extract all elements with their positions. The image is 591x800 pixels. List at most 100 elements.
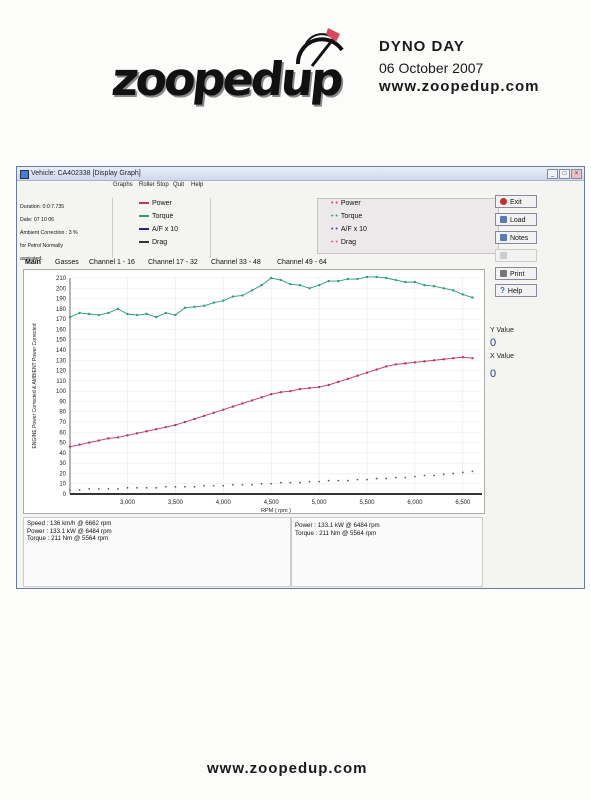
legend-scrollbar[interactable] — [112, 198, 119, 258]
y-tick-label: 140 — [56, 348, 67, 354]
tab-channel-1-16[interactable]: Channel 1 - 16 — [89, 259, 135, 266]
stat-speed: Speed : 136 km/h @ 6662 rpm — [27, 520, 112, 527]
series-torque-point — [78, 311, 81, 315]
menu-roller-stop[interactable]: Roller Stop — [139, 182, 169, 188]
tab-channel-33-48[interactable]: Channel 33 - 48 — [211, 259, 261, 266]
y-tick-label: 110 — [56, 379, 66, 385]
x-tick-label: 4,500 — [264, 500, 280, 506]
menu-quit[interactable]: Quit — [173, 182, 185, 188]
series-power-point — [461, 356, 465, 359]
y-tick-label: 210 — [56, 276, 67, 282]
legend2-drag-marker: • • — [331, 239, 338, 246]
series-power-point — [202, 414, 206, 418]
series-power-point — [222, 408, 225, 411]
legend-drag[interactable]: Drag — [139, 238, 167, 248]
minimize-button[interactable]: _ — [547, 169, 558, 179]
tab-main[interactable]: Main — [25, 259, 41, 266]
print-button[interactable]: Print — [495, 267, 537, 280]
y-tick-label: 90 — [59, 399, 66, 405]
series-a-f-x-10-point — [241, 483, 244, 486]
tab-channel-17-32[interactable]: Channel 17 - 32 — [148, 259, 198, 266]
y-tick-label: 190 — [56, 297, 67, 303]
help-label: Help — [507, 288, 523, 295]
legend-af[interactable]: A/F x 10 — [139, 225, 178, 235]
series-power-point — [356, 374, 359, 377]
series-power-point — [97, 439, 100, 442]
y-tick-label: 130 — [56, 358, 67, 364]
series-torque-point — [155, 315, 158, 319]
help-icon: ? — [500, 286, 505, 295]
series-torque-point — [212, 301, 215, 304]
legend-power-label: Power — [152, 200, 172, 207]
stat2-power: Power : 133.1 kW @ 6484 rpm — [295, 522, 380, 529]
x-value-label: X Value — [490, 353, 514, 360]
title-bar: Vehicle: CA402338 [Display Graph] _ □ × — [17, 167, 584, 181]
series-power-point — [442, 358, 445, 361]
legend2-af[interactable]: • • A/F x 10 — [331, 225, 367, 235]
load-icon — [500, 216, 507, 223]
info-duration: Duration: 0:0:7.735 — [20, 204, 65, 211]
series-torque-point — [193, 305, 196, 308]
series-torque-point — [327, 279, 330, 283]
series-power-point — [346, 377, 350, 380]
app-icon — [20, 170, 29, 179]
series-a-f-x-10-point — [279, 481, 282, 484]
series-torque-point — [107, 311, 110, 315]
series-torque-point — [317, 284, 321, 287]
series-a-f-x-10-point — [222, 484, 225, 487]
series-torque-point — [375, 275, 378, 279]
y-tick-label: 150 — [56, 338, 67, 344]
legend2-power[interactable]: • • Power — [331, 199, 361, 209]
legend-power[interactable]: Power — [139, 199, 172, 209]
series-torque-point — [471, 296, 474, 299]
series-a-f-x-10-point — [126, 486, 129, 489]
series-torque-point — [87, 312, 91, 316]
tab-channel-49-64[interactable]: Channel 49 - 64 — [277, 259, 327, 266]
series-a-f-x-10-point — [346, 479, 349, 482]
legend2-power-marker: • • — [331, 200, 338, 207]
close-button[interactable]: × — [571, 169, 582, 179]
help-button[interactable]: ? Help — [495, 284, 537, 297]
legend-torque[interactable]: Torque — [139, 212, 173, 222]
notes-button[interactable]: Notes — [495, 231, 537, 244]
exit-label: Exit — [510, 199, 522, 206]
series-torque-point — [231, 295, 235, 298]
series-torque-point — [461, 293, 465, 296]
series-a-f-x-10-point — [366, 478, 368, 481]
exit-icon — [500, 198, 507, 205]
maximize-button[interactable]: □ — [559, 169, 570, 179]
series-torque-point — [356, 277, 359, 281]
tab-gasses[interactable]: Gasses — [55, 259, 79, 266]
exit-button[interactable]: Exit — [495, 195, 537, 208]
menu-graphs[interactable]: Graphs — [113, 182, 133, 188]
series-a-f-x-10-point — [164, 485, 167, 488]
disabled-button[interactable] — [495, 249, 537, 262]
load-button[interactable]: Load — [495, 213, 537, 226]
x-tick-label: 3,000 — [120, 500, 136, 506]
legend2-torque[interactable]: • • Torque — [331, 212, 362, 222]
menu-bar: Graphs Roller Stop Quit Help — [17, 180, 584, 190]
notes-icon — [500, 234, 507, 241]
series-power-point — [231, 405, 235, 408]
series-torque-point — [270, 276, 273, 280]
series-power-point — [241, 402, 244, 405]
series-a-f-x-10-point — [375, 477, 378, 480]
dyno-graph[interactable]: 0 10 20 30 40 50 60 70 80 90 100 110 120 130 140 150 160… — [23, 269, 485, 514]
y-tick-label: 100 — [56, 389, 67, 395]
series-torque-point — [135, 313, 139, 317]
series-a-f-x-10-point — [107, 487, 110, 490]
series-torque-point — [260, 284, 263, 287]
series-torque-point — [404, 280, 407, 284]
series-torque-point — [394, 278, 397, 282]
menu-help[interactable]: Help — [191, 182, 204, 188]
series-a-f-x-10-point — [404, 476, 407, 479]
series-a-f-x-10-point — [327, 479, 330, 482]
y-tick-label: 60 — [59, 430, 66, 436]
legend2-drag[interactable]: • • Drag — [331, 238, 356, 248]
series-a-f-x-10-point — [356, 478, 359, 481]
series-power-point — [193, 417, 196, 421]
legend-scrollbar-2[interactable] — [210, 198, 217, 258]
series-power-point — [394, 363, 397, 366]
legend-drag-label: Drag — [152, 239, 168, 246]
series-torque-point — [423, 284, 426, 287]
